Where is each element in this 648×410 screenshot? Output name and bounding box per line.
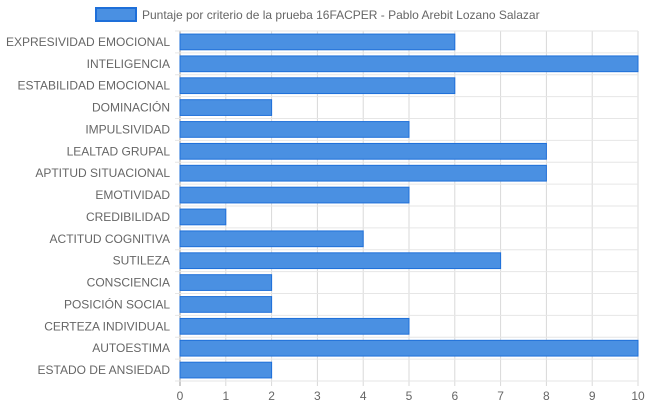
y-category-label: SUTILEZA — [113, 254, 170, 268]
y-category-label: APTITUD SITUACIONAL — [35, 166, 170, 180]
y-category-label: CREDIBILIDAD — [86, 210, 170, 224]
bar[interactable] — [179, 296, 273, 313]
y-category-label: ACTITUD COGNITIVA — [50, 232, 170, 246]
y-category-label: EXPRESIVIDAD EMOCIONAL — [6, 35, 170, 49]
bar[interactable] — [179, 77, 456, 95]
legend-swatch[interactable] — [95, 7, 137, 22]
x-tick-label: 1 — [222, 389, 229, 403]
y-category-label: CONSCIENCIA — [87, 276, 170, 290]
x-tick-label: 3 — [314, 389, 321, 403]
x-tick-label: 7 — [497, 389, 504, 403]
bar[interactable] — [179, 339, 639, 357]
x-tick-label: 8 — [543, 389, 550, 403]
x-tick-label: 6 — [451, 389, 458, 403]
x-tick-label: 2 — [268, 389, 275, 403]
bar[interactable] — [179, 55, 639, 73]
x-tick-label: 9 — [589, 389, 596, 403]
bar[interactable] — [179, 186, 410, 204]
y-category-label: INTELIGENCIA — [87, 57, 170, 71]
bar[interactable] — [179, 33, 456, 51]
y-category-label: ESTADO DE ANSIEDAD — [38, 363, 171, 377]
x-tick-label: 0 — [177, 389, 184, 403]
y-category-label: AUTOESTIMA — [92, 341, 170, 355]
y-category-label: ESTABILIDAD EMOCIONAL — [18, 79, 171, 93]
legend-label[interactable]: Puntaje por criterio de la prueba 16FACP… — [142, 8, 540, 22]
bar[interactable] — [179, 208, 227, 226]
y-category-label: POSICIÓN SOCIAL — [64, 296, 170, 311]
bar[interactable] — [179, 121, 410, 138]
y-category-label: DOMINACIÓN — [92, 100, 170, 115]
x-tick-label: 10 — [631, 389, 645, 403]
bar[interactable] — [179, 274, 273, 291]
legend[interactable]: Puntaje por criterio de la prueba 16FACP… — [95, 7, 540, 22]
bar[interactable] — [179, 252, 502, 270]
x-tick-label: 4 — [360, 389, 367, 403]
y-category-label: LEALTAD GRUPAL — [67, 144, 171, 158]
x-axis-labels: 0 1 2 3 4 5 6 7 8 9 10 — [177, 389, 645, 403]
bar[interactable] — [179, 230, 364, 248]
bar[interactable] — [179, 142, 547, 160]
y-axis-labels: EXPRESIVIDAD EMOCIONAL INTELIGENCIA ESTABI… — [6, 35, 170, 377]
bar[interactable] — [179, 99, 273, 116]
y-category-label: EMOTIVIDAD — [95, 188, 170, 202]
y-category-label: CERTEZA INDIVIDUAL — [44, 319, 170, 333]
bar[interactable] — [179, 361, 273, 379]
bars — [179, 33, 639, 379]
bar[interactable] — [179, 317, 410, 335]
y-category-label: IMPULSIVIDAD — [85, 122, 170, 136]
bar[interactable] — [179, 164, 547, 182]
x-tick-label: 5 — [406, 389, 413, 403]
